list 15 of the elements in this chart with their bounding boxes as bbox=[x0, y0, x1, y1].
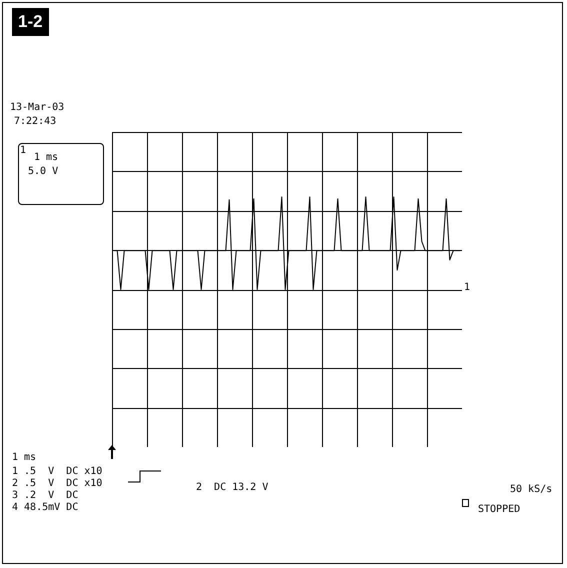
text: 1 ms bbox=[34, 152, 58, 164]
text: 7:22:43 bbox=[14, 116, 56, 128]
text: 50 kS/s bbox=[510, 484, 552, 496]
text: 2 .5 V DC x10 bbox=[12, 478, 102, 490]
text: 5.0 V bbox=[28, 166, 58, 178]
chart-title: 1-2 bbox=[12, 8, 49, 36]
text: 1 bbox=[464, 282, 470, 294]
text: 1 .5 V DC x10 bbox=[12, 466, 102, 478]
text: 1 bbox=[20, 145, 26, 157]
text: 4 48.5mV DC bbox=[12, 502, 78, 514]
text: STOPPED bbox=[478, 504, 520, 516]
text: 2 DC 13.2 V bbox=[196, 482, 268, 494]
text: 1 ms bbox=[12, 452, 36, 464]
text: 13-Mar-03 bbox=[10, 102, 64, 114]
text: 3 .2 V DC bbox=[12, 490, 78, 502]
